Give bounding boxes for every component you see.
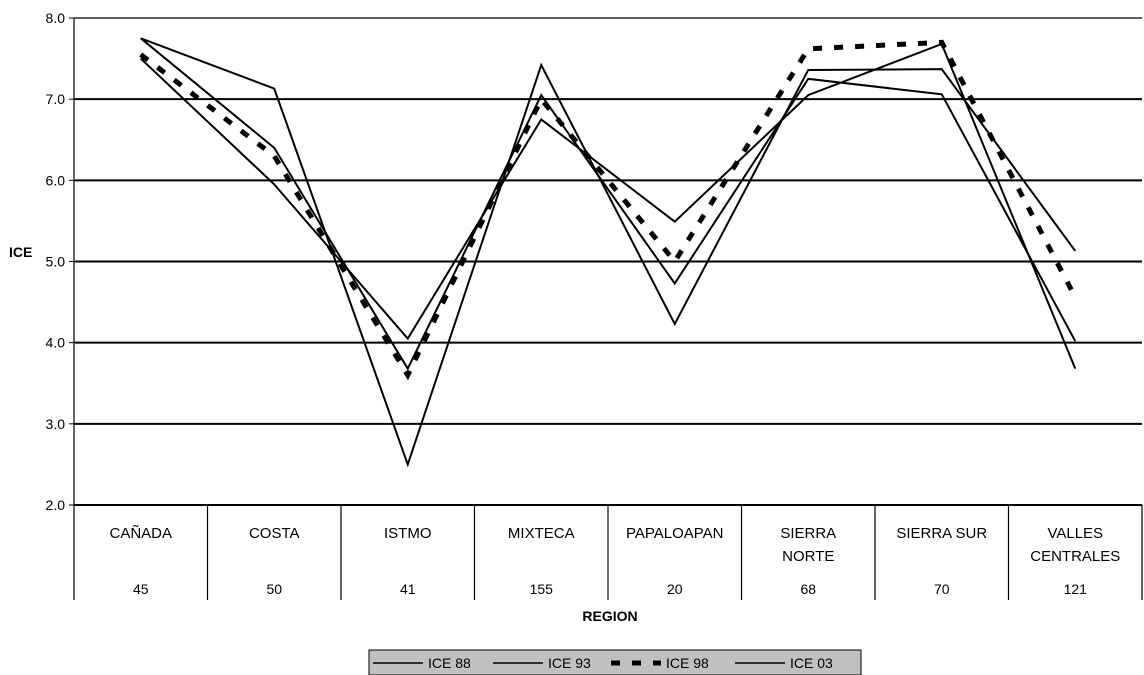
- series-line-ice-88: [140, 37, 1077, 468]
- y-tick-label: 3.0: [46, 416, 66, 432]
- category-label-line2: NORTE: [782, 548, 834, 565]
- category-label: SIERRA SUR: [896, 525, 987, 542]
- x-axis-title: REGION: [582, 608, 637, 624]
- category-count: 20: [667, 581, 683, 597]
- legend: ICE 88 ICE 93 ICE 98 ICE 03: [368, 649, 862, 675]
- category-label: MIXTECA: [508, 525, 575, 542]
- category-count: 45: [133, 581, 149, 597]
- legend-label: ICE 03: [790, 655, 833, 671]
- y-tick-label: 6.0: [46, 172, 66, 188]
- legend-label: ICE 93: [548, 655, 591, 671]
- category-count: 70: [934, 581, 950, 597]
- category-label: VALLES: [1047, 525, 1103, 542]
- y-tick-label: 8.0: [46, 10, 66, 26]
- category-label: CAÑADA: [109, 525, 172, 542]
- y-tick-label: 4.0: [46, 335, 66, 351]
- series-line-ice-98: [139, 39, 1078, 381]
- series-line-ice-03: [140, 37, 1077, 371]
- series-lines: [139, 37, 1078, 468]
- series-line-ice-93: [140, 42, 1077, 370]
- legend-label: ICE 88: [428, 655, 471, 671]
- category-label: COSTA: [249, 525, 300, 542]
- category-count: 68: [800, 581, 816, 597]
- grid-lines: [69, 17, 1142, 506]
- y-tick-label: 5.0: [46, 254, 66, 270]
- y-tick-labels: 2.0 3.0 4.0 5.0 6.0 7.0 8.0: [46, 10, 66, 513]
- category-table: CAÑADA 45 COSTA 50 ISTMO 41 MIXTECA 155 PAPALOAP…: [73, 504, 1143, 600]
- category-count: 50: [266, 581, 282, 597]
- category-label: ISTMO: [384, 525, 432, 542]
- category-count: 41: [400, 581, 416, 597]
- y-tick-label: 7.0: [46, 91, 66, 107]
- category-count: 121: [1064, 581, 1088, 597]
- category-label: PAPALOAPAN: [626, 525, 724, 542]
- category-label-line2: CENTRALES: [1030, 548, 1120, 565]
- category-label: SIERRA: [780, 525, 836, 542]
- y-tick-label: 2.0: [46, 497, 66, 513]
- category-count: 155: [530, 581, 554, 597]
- legend-label: ICE 98: [666, 655, 709, 671]
- y-axis-title: ICE: [9, 244, 32, 260]
